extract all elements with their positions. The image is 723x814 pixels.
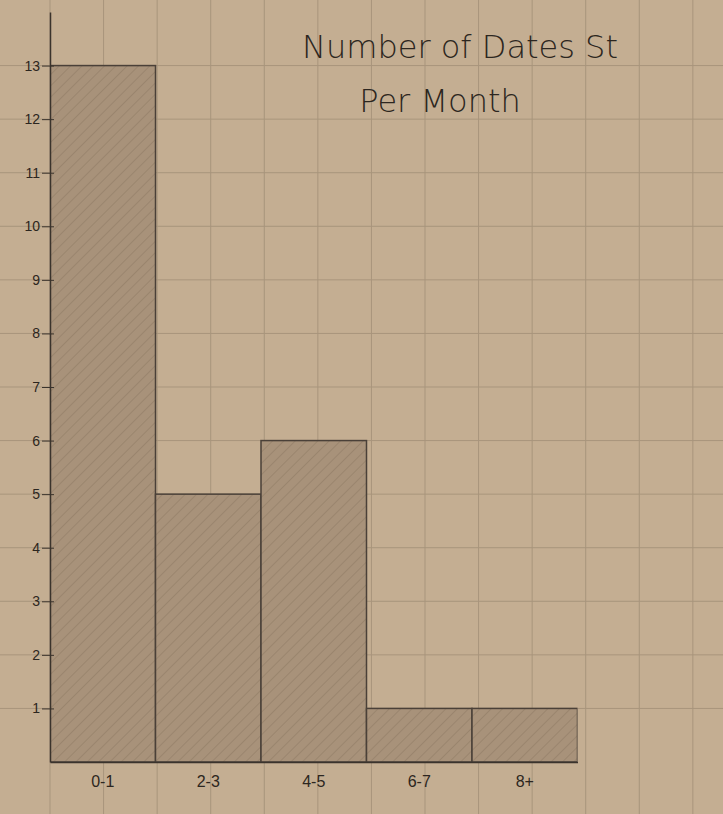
- y-tick-label: 5: [32, 486, 40, 502]
- y-tick-mark: [42, 226, 54, 227]
- y-tick-label: 12: [24, 111, 40, 127]
- y-tick: 9: [32, 272, 54, 288]
- subtitle: Per Month: [359, 82, 520, 120]
- bar: [156, 494, 262, 762]
- x-axis-line: [51, 762, 579, 764]
- x-tick: 6-7: [408, 762, 431, 790]
- y-tick-mark: [42, 119, 54, 120]
- y-tick-label: 3: [32, 593, 40, 609]
- paper-line: [692, 0, 693, 814]
- y-tick-mark: [42, 66, 54, 67]
- y-tick: 2: [32, 647, 54, 663]
- paper-line: [639, 0, 640, 814]
- y-tick-mark: [42, 387, 54, 388]
- y-tick: 10: [24, 218, 54, 234]
- y-tick-label: 6: [32, 433, 40, 449]
- paper-line: [50, 0, 51, 814]
- y-tick-mark: [42, 494, 54, 495]
- y-tick: 4: [32, 540, 54, 556]
- paper-line: [478, 0, 479, 814]
- x-axis: 0-1 2-3 4-5 6-7 8+: [51, 762, 579, 790]
- x-tick: 8+: [516, 762, 534, 790]
- y-tick-label: 13: [24, 58, 40, 74]
- y-tick: 5: [32, 486, 54, 502]
- y-tick: 11: [25, 165, 54, 181]
- y-tick-mark: [42, 333, 54, 334]
- paper-line: [425, 0, 426, 814]
- y-tick-mark: [42, 655, 54, 656]
- bar: [261, 441, 367, 762]
- bar: [472, 708, 578, 762]
- y-tick: 8: [32, 325, 54, 341]
- bars: [50, 66, 578, 762]
- y-tick-label: 9: [32, 272, 40, 288]
- y-tick-mark: [42, 173, 54, 174]
- x-tick: 2-3: [197, 762, 220, 790]
- x-tick-label: 0-1: [91, 773, 114, 790]
- x-tick-label: 2-3: [197, 773, 220, 790]
- y-tick: 12: [24, 111, 54, 127]
- y-tick-mark: [42, 601, 54, 602]
- chart: 123456789101112130-12-34-56-78+Number of…: [0, 0, 723, 814]
- y-tick-label: 2: [32, 647, 40, 663]
- y-axis: 12345678910111213: [24, 13, 54, 763]
- y-tick-mark: [42, 708, 54, 709]
- y-tick: 3: [32, 593, 54, 609]
- x-tick: 0-1: [91, 762, 114, 790]
- paper: [50, 0, 693, 814]
- x-tick: 4-5: [302, 762, 325, 790]
- y-tick: 6: [32, 433, 54, 449]
- paper-line: [371, 0, 372, 814]
- paper-line: [532, 0, 533, 814]
- y-tick-label: 4: [32, 540, 40, 556]
- y-tick: 1: [32, 700, 54, 716]
- title: Number of Dates St: [302, 28, 618, 66]
- x-tick-label: 4-5: [302, 773, 325, 790]
- y-tick-label: 1: [32, 700, 40, 716]
- y-tick-label: 10: [24, 218, 40, 234]
- y-tick-label: 8: [32, 325, 40, 341]
- bar: [367, 708, 473, 762]
- y-tick-label: 11: [25, 165, 40, 181]
- y-tick: 7: [32, 379, 54, 395]
- x-tick-label: 6-7: [408, 773, 431, 790]
- y-tick-label: 7: [32, 379, 40, 395]
- y-tick-mark: [42, 548, 54, 549]
- paper-line: [585, 0, 586, 814]
- y-tick-mark: [42, 280, 54, 281]
- y-tick-mark: [42, 441, 54, 442]
- bar: [50, 66, 156, 762]
- x-tick-label: 8+: [516, 773, 534, 790]
- y-tick: 13: [24, 58, 54, 74]
